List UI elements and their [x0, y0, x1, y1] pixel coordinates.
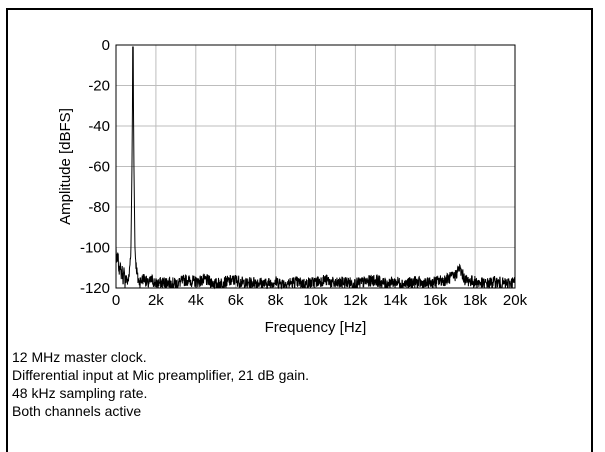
y-tick-label: -120	[80, 280, 110, 297]
y-axis-label: Amplitude [dBFS]	[57, 108, 74, 225]
note-line: Differential input at Mic preamplifier, …	[12, 367, 310, 383]
y-tick-label: -80	[88, 199, 110, 216]
x-tick-label: 16k	[423, 292, 448, 309]
spectrum-chart: 0 2k 4k 6k 8k 10k 12k 14k 16k 18k 20k 0 -20 -40 -60 -8…	[57, 37, 528, 336]
y-axis-ticks: 0 -20 -40 -60 -80 -100 -120	[80, 37, 110, 297]
x-axis-label: Frequency [Hz]	[265, 319, 367, 336]
x-tick-label: 12k	[343, 292, 368, 309]
plot-area-border	[115, 44, 516, 289]
x-axis-ticks: 0 2k 4k 6k 8k 10k 12k 14k 16k 18k 20k	[112, 292, 528, 309]
y-tick-label: 0	[102, 37, 110, 54]
x-tick-label: 2k	[148, 292, 164, 309]
y-tick-label: -100	[80, 240, 110, 257]
measurement-notes: 12 MHz master clock. Differential input …	[12, 348, 309, 420]
spectrum-trace	[115, 46, 516, 290]
y-tick-label: -40	[88, 118, 110, 135]
x-tick-label: 6k	[228, 292, 244, 309]
y-tick-label: -60	[88, 159, 110, 176]
x-tick-label: 10k	[303, 292, 328, 309]
x-tick-label: 8k	[268, 292, 284, 309]
x-tick-label: 0	[112, 292, 120, 309]
x-tick-label: 14k	[383, 292, 408, 309]
x-tick-label: 4k	[188, 292, 204, 309]
figure-frame	[6, 8, 593, 452]
grid-lines	[116, 45, 515, 288]
x-tick-label: 18k	[463, 292, 488, 309]
y-tick-label: -20	[88, 78, 110, 95]
note-line: 12 MHz master clock.	[12, 349, 147, 365]
x-tick-label: 20k	[503, 292, 528, 309]
note-line: Both channels active	[12, 403, 142, 419]
note-line: 48 kHz sampling rate.	[12, 385, 148, 401]
